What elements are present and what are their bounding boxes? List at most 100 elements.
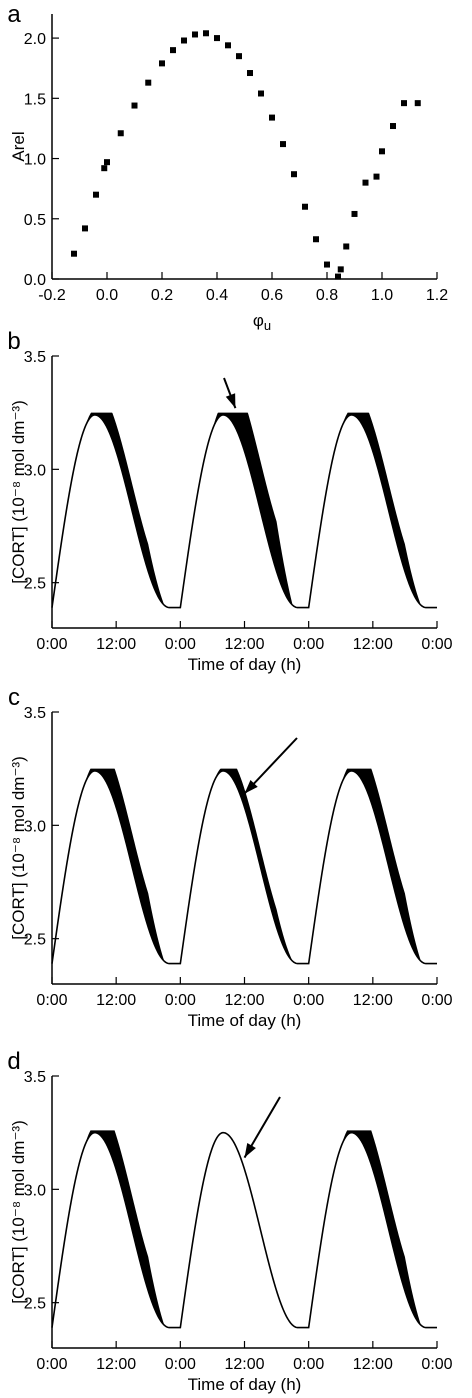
y-tick-label: 3.0 [24,818,46,835]
x-tick-label: 12:00 [224,1356,264,1373]
x-tick-label: 12:00 [224,636,264,653]
panel-label: c [8,684,20,711]
data-point [313,236,319,243]
x-tick-label: 0:00 [165,992,196,1009]
data-point [82,225,88,232]
x-axis-label: Time of day (h) [188,1011,302,1030]
data-point [401,100,407,107]
x-tick-label: 12:00 [224,992,264,1009]
data-point [159,60,165,67]
annotation-arrow-head [225,393,236,409]
x-tick-label: 0:00 [36,636,67,653]
data-point [181,37,187,44]
x-tick-label: 0:00 [293,636,324,653]
y-tick-label: 2.5 [24,1296,46,1313]
cort-series-line [51,1131,437,1329]
y-axis-label: [CORT] (10⁻⁸ mol dm⁻³) [9,756,28,940]
x-tick-label: 1.0 [371,287,393,304]
data-point [343,243,350,250]
data-point [302,203,308,210]
x-tick-label: 12:00 [96,636,136,653]
panel-label: b [7,328,20,355]
x-tick-label: -0.2 [38,287,66,304]
data-point [335,273,341,280]
x-tick-label: 0:00 [421,636,452,653]
data-point [351,210,358,217]
panel-b-cort-timeseries: b 2.5 3.0 3.5 0:00 12:00 0:00 12:00 0:00 12:00 0:0… [7,328,452,674]
data-point [337,266,344,273]
x-axis-label: φu [253,311,271,333]
data-point [247,70,253,77]
x-tick-label: 0.8 [316,287,338,304]
y-tick-label: 3.5 [24,705,46,722]
data-point [236,53,242,60]
data-point [291,171,297,178]
x-tick-label: 12:00 [353,992,393,1009]
x-tick-label: 0:00 [421,1356,452,1373]
panel-d-cort-timeseries: d 2.5 3.0 3.5 0:00 12:00 0:00 12:00 0:00 12:00 0:0… [7,1048,452,1394]
x-tick-label: 0:00 [293,992,324,1009]
x-tick-label: 12:00 [96,992,136,1009]
x-tick-label: 0:00 [36,1356,67,1373]
cort-series-line [51,770,437,965]
data-point [71,250,77,257]
y-tick-label: 2.0 [24,31,46,48]
y-axis-label: Arel [9,131,28,161]
panel-a-scatter: a0.00.51.01.52.0-0.2 0.0 0.2 0.4 0.6 0.8 1.0 1.… [7,1,448,333]
x-tick-label: 12:00 [353,636,393,653]
data-point [93,191,99,198]
response-band [52,768,437,964]
panel-label: a [7,1,21,28]
y-axis-label: [CORT] (10⁻⁸ mol dm⁻³) [9,1120,28,1304]
x-axis-label: Time of day (h) [188,1375,302,1394]
y-tick-label: 3.0 [24,1182,46,1199]
x-tick-label: 0.6 [261,287,283,304]
x-tick-label: 0:00 [165,1356,196,1373]
cort-series-line [51,414,437,609]
panel-c-cort-timeseries: c 2.5 3.0 3.5 0:00 12:00 0:00 12:00 0:00 12:00 0:0… [8,684,453,1030]
data-point [117,130,124,137]
data-point [280,141,286,148]
data-point [414,100,421,107]
y-tick-label: 2.5 [24,932,46,949]
x-tick-label: 0:00 [293,1356,324,1373]
y-tick-label: 3.5 [24,349,46,366]
response-band [52,412,437,608]
y-tick-label: 0.0 [24,272,46,289]
y-tick-label: 0.5 [24,212,46,229]
response-band [52,1130,437,1328]
x-tick-label: 0.0 [96,287,118,304]
data-point [362,179,369,186]
data-point [225,42,231,49]
data-point [390,123,396,130]
data-point [373,173,380,180]
x-tick-label: 12:00 [353,1356,393,1373]
y-tick-label: 3.0 [24,462,46,479]
x-tick-label: 0.2 [151,287,173,304]
x-axis-label: Time of day (h) [188,655,302,674]
data-point [145,79,152,86]
y-axis-label: [CORT] (10⁻⁸ mol dm⁻³) [9,400,28,584]
y-tick-label: 1.5 [24,91,46,108]
y-tick-label: 1.0 [24,152,46,169]
data-point [192,31,198,38]
data-point [104,159,110,166]
y-tick-label: 2.5 [24,576,46,593]
data-point [214,35,220,42]
x-tick-label: 0:00 [165,636,196,653]
data-point [203,30,209,37]
data-point [101,165,108,172]
data-point [170,47,176,54]
data-point [324,261,330,268]
x-tick-label: 0:00 [421,992,452,1009]
data-point [269,114,275,121]
panel-label: d [7,1048,20,1075]
data-point [379,148,385,155]
x-tick-label: 0:00 [36,992,67,1009]
x-tick-label: 0.4 [206,287,228,304]
y-tick-label: 3.5 [24,1069,46,1086]
data-point [131,102,138,109]
x-tick-label: 1.2 [426,287,448,304]
x-tick-label: 12:00 [96,1356,136,1373]
